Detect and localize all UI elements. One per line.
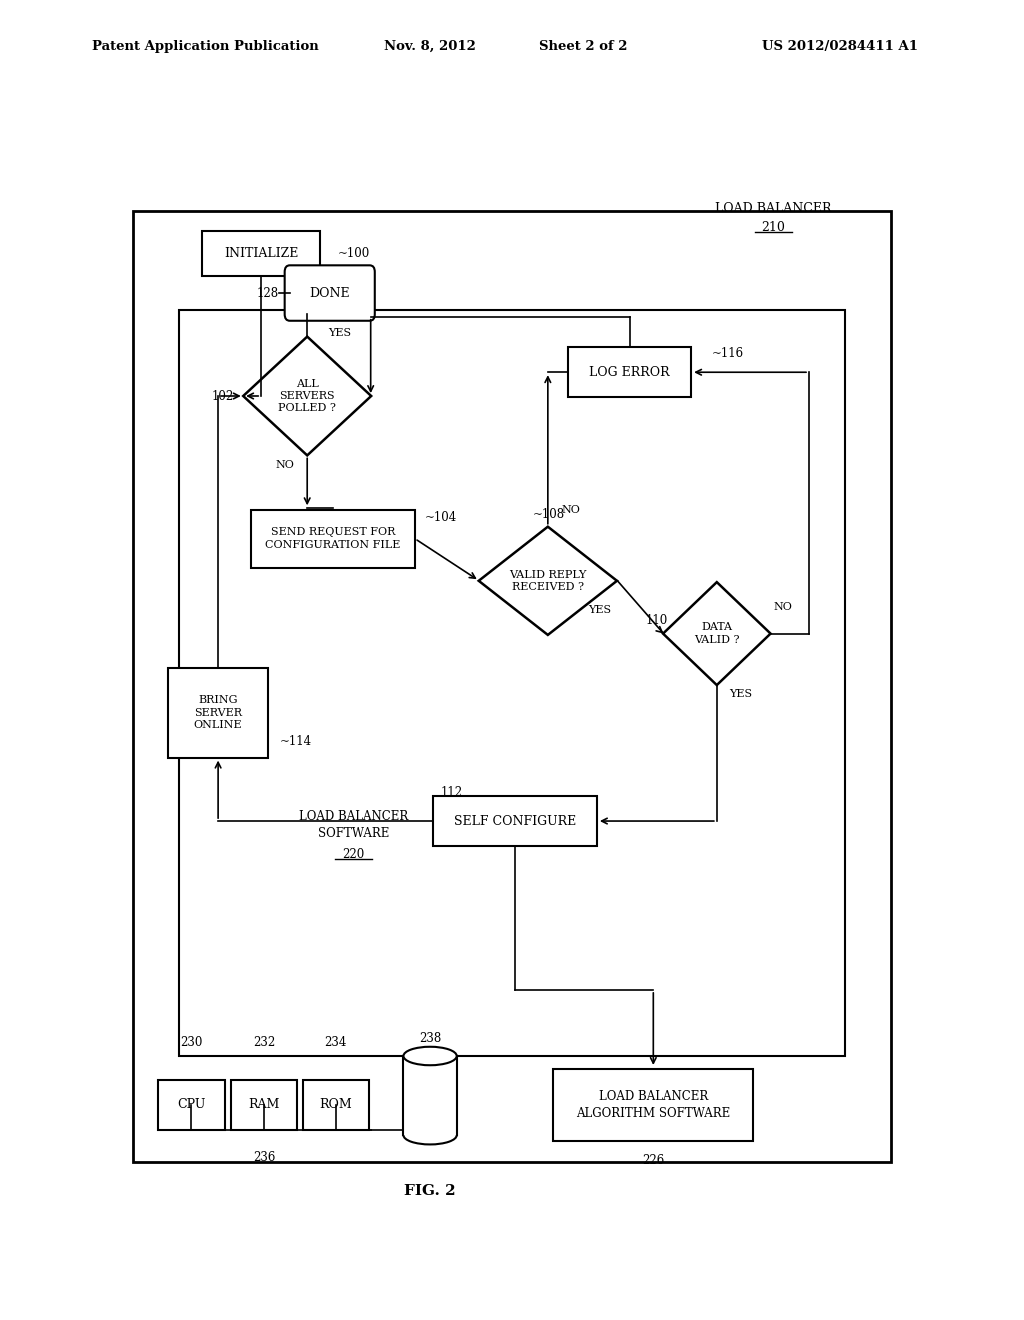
Text: DATA
VALID ?: DATA VALID ? <box>694 623 739 644</box>
Text: SEND REQUEST FOR
CONFIGURATION FILE: SEND REQUEST FOR CONFIGURATION FILE <box>265 528 400 549</box>
Text: FIG. 2: FIG. 2 <box>404 1184 456 1197</box>
FancyBboxPatch shape <box>158 1080 225 1130</box>
Text: 112: 112 <box>440 785 463 799</box>
Text: ~108: ~108 <box>532 508 564 521</box>
Text: INITIALIZE: INITIALIZE <box>224 247 298 260</box>
Text: LOAD BALANCER
ALGORITHM SOFTWARE: LOAD BALANCER ALGORITHM SOFTWARE <box>577 1090 730 1119</box>
Text: ~114: ~114 <box>280 735 311 748</box>
Text: US 2012/0284411 A1: US 2012/0284411 A1 <box>762 40 918 53</box>
Polygon shape <box>664 582 770 685</box>
Text: 236: 236 <box>253 1151 275 1164</box>
Polygon shape <box>479 527 616 635</box>
Text: ROM: ROM <box>319 1098 352 1111</box>
Text: CPU: CPU <box>177 1098 206 1111</box>
Text: YES: YES <box>328 327 351 338</box>
Text: 220: 220 <box>342 847 365 861</box>
Text: ~100: ~100 <box>338 247 370 260</box>
Text: 102: 102 <box>211 389 233 403</box>
Text: LOG ERROR: LOG ERROR <box>590 366 670 379</box>
FancyBboxPatch shape <box>568 347 691 397</box>
Text: 234: 234 <box>325 1036 347 1049</box>
Text: 128: 128 <box>256 286 279 300</box>
Text: NO: NO <box>561 504 580 515</box>
FancyBboxPatch shape <box>168 668 268 758</box>
FancyBboxPatch shape <box>285 265 375 321</box>
Text: ~116: ~116 <box>712 347 743 360</box>
Text: Nov. 8, 2012: Nov. 8, 2012 <box>384 40 476 53</box>
Text: 232: 232 <box>253 1036 275 1049</box>
Text: Sheet 2 of 2: Sheet 2 of 2 <box>540 40 628 53</box>
Text: RAM: RAM <box>249 1098 280 1111</box>
FancyBboxPatch shape <box>433 796 597 846</box>
Text: SELF CONFIGURE: SELF CONFIGURE <box>454 814 577 828</box>
Polygon shape <box>244 337 371 455</box>
Text: 238: 238 <box>419 1032 441 1045</box>
Text: ~104: ~104 <box>425 511 457 524</box>
Text: DONE: DONE <box>309 286 350 300</box>
Text: LOAD BALANCER
SOFTWARE: LOAD BALANCER SOFTWARE <box>299 810 408 840</box>
FancyBboxPatch shape <box>303 1080 369 1130</box>
Text: ALL
SERVERS
POLLED ?: ALL SERVERS POLLED ? <box>279 379 336 413</box>
Text: 110: 110 <box>645 614 668 627</box>
Text: NO: NO <box>773 602 792 612</box>
FancyBboxPatch shape <box>231 1080 297 1130</box>
Text: 210: 210 <box>761 220 785 234</box>
Ellipse shape <box>403 1047 457 1065</box>
FancyBboxPatch shape <box>553 1069 754 1140</box>
Text: VALID REPLY
RECEIVED ?: VALID REPLY RECEIVED ? <box>509 570 587 591</box>
Text: YES: YES <box>588 605 611 615</box>
Text: BRING
SERVER
ONLINE: BRING SERVER ONLINE <box>194 696 243 730</box>
Text: 230: 230 <box>180 1036 203 1049</box>
FancyBboxPatch shape <box>133 211 891 1162</box>
Text: LOAD BALANCER: LOAD BALANCER <box>715 202 831 215</box>
FancyBboxPatch shape <box>203 231 319 276</box>
FancyBboxPatch shape <box>179 310 845 1056</box>
Text: 226: 226 <box>642 1154 665 1167</box>
Text: NO: NO <box>275 459 294 470</box>
Text: Patent Application Publication: Patent Application Publication <box>92 40 318 53</box>
FancyBboxPatch shape <box>251 510 415 568</box>
Text: YES: YES <box>729 689 753 700</box>
